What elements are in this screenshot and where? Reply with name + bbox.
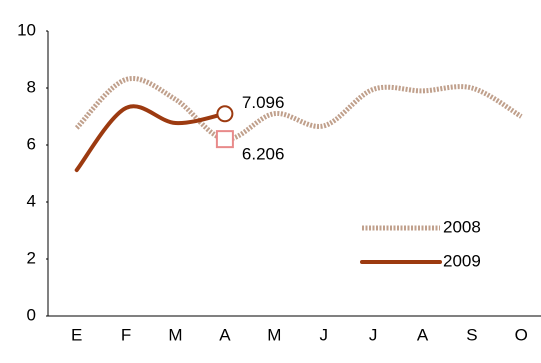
x-tick-label: F [121,325,131,344]
x-tick-label: M [168,325,182,344]
y-tick-label: 2 [27,248,36,267]
x-tick-label: J [319,325,328,344]
legend-label: 2009 [443,251,481,270]
y-tick-label: 4 [27,191,36,210]
y-tick-label: 0 [27,305,36,324]
data-label: 6.206 [242,145,285,164]
x-tick-label: J [369,325,378,344]
data-label: 7.096 [242,93,285,112]
y-tick-label: 6 [27,134,36,153]
marker [216,105,234,123]
marker [215,130,234,149]
series-line [74,76,523,142]
x-tick-label: O [515,325,528,344]
x-tick-label: M [267,325,281,344]
x-tick-label: E [71,325,82,344]
x-tick-label: A [219,325,231,344]
y-tick-label: 10 [17,20,36,39]
series-line [74,104,227,173]
x-tick-label: S [466,325,477,344]
x-tick-label: A [417,325,429,344]
legend-label: 2008 [443,217,481,236]
y-tick-label: 8 [27,77,36,96]
